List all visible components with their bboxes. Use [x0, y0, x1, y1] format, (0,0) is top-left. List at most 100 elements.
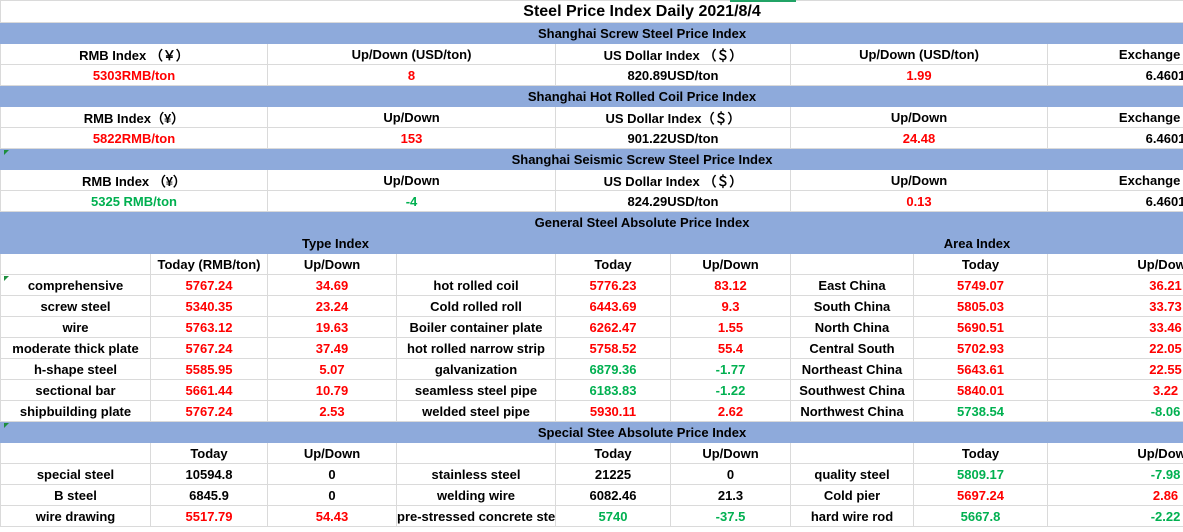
special-section-header[interactable]: Special Stee Absolute Price Index: [0, 421, 1183, 443]
type-name[interactable]: comprehensive: [0, 274, 151, 296]
type-index-label[interactable]: Type Index: [0, 232, 671, 254]
special-today[interactable]: 5667.8: [913, 505, 1048, 527]
type-today[interactable]: 5767.24: [150, 274, 268, 296]
special-today[interactable]: 6082.46: [555, 484, 671, 506]
screw-exchange-value[interactable]: 6.4601: [1046, 64, 1183, 86]
col-today[interactable]: Today: [913, 442, 1048, 464]
product-today[interactable]: 5758.52: [555, 337, 671, 359]
type-today[interactable]: 5767.24: [150, 400, 268, 422]
type-name[interactable]: sectional bar: [0, 379, 151, 401]
area-change[interactable]: 33.46: [1046, 316, 1183, 338]
screw-updown-value[interactable]: 8: [267, 64, 556, 86]
product-change[interactable]: 1.55: [670, 316, 791, 338]
col-updown[interactable]: Up/Down: [1046, 253, 1183, 275]
special-change[interactable]: 54.43: [267, 505, 397, 527]
hrc-rmb-value[interactable]: 5822RMB/ton: [0, 127, 268, 149]
special-today[interactable]: 5809.17: [913, 463, 1048, 485]
area-name[interactable]: South China: [790, 295, 914, 317]
seismic-usd-updown-value[interactable]: 0.13: [790, 190, 1048, 212]
product-name[interactable]: hot rolled narrow strip: [396, 337, 556, 359]
special-today[interactable]: 5517.79: [150, 505, 268, 527]
area-change[interactable]: -8.06: [1046, 400, 1183, 422]
blank-cell[interactable]: [396, 442, 556, 464]
area-name[interactable]: East China: [790, 274, 914, 296]
type-change[interactable]: 2.53: [267, 400, 397, 422]
product-change[interactable]: 83.12: [670, 274, 791, 296]
special-name[interactable]: quality steel: [790, 463, 914, 485]
product-name[interactable]: Boiler container plate: [396, 316, 556, 338]
screw-section-header[interactable]: Shanghai Screw Steel Price Index: [0, 22, 1183, 44]
special-today[interactable]: 10594.8: [150, 463, 268, 485]
hrc-usd-value[interactable]: 901.22USD/ton: [555, 127, 791, 149]
area-name[interactable]: North China: [790, 316, 914, 338]
type-change[interactable]: 23.24: [267, 295, 397, 317]
type-name[interactable]: moderate thick plate: [0, 337, 151, 359]
special-change[interactable]: 21.3: [670, 484, 791, 506]
col-today[interactable]: Today: [150, 442, 268, 464]
type-name[interactable]: wire: [0, 316, 151, 338]
type-today[interactable]: 5340.35: [150, 295, 268, 317]
screw-usd-updown-value[interactable]: 1.99: [790, 64, 1048, 86]
hrc-exchange-value[interactable]: 6.4601: [1046, 127, 1183, 149]
area-today[interactable]: 5840.01: [913, 379, 1048, 401]
area-today[interactable]: 5805.03: [913, 295, 1048, 317]
special-change[interactable]: 0: [267, 484, 397, 506]
area-change[interactable]: 22.55: [1046, 358, 1183, 380]
special-name[interactable]: B steel: [0, 484, 151, 506]
area-today[interactable]: 5738.54: [913, 400, 1048, 422]
special-name[interactable]: welding wire: [396, 484, 556, 506]
seismic-rmb-value[interactable]: 5325 RMB/ton: [0, 190, 268, 212]
screw-rmb-label[interactable]: RMB Index （￥）: [0, 43, 268, 65]
seismic-rmb-label[interactable]: RMB Index （¥）: [0, 169, 268, 191]
seismic-exchange-value[interactable]: 6.4601: [1046, 190, 1183, 212]
col-updown[interactable]: Up/Down: [1046, 442, 1183, 464]
special-change[interactable]: -2.22: [1046, 505, 1183, 527]
col-updown[interactable]: Up/Down: [670, 253, 791, 275]
hrc-rmb-label[interactable]: RMB Index（¥）: [0, 106, 268, 128]
product-name[interactable]: seamless steel pipe: [396, 379, 556, 401]
hrc-usd-updown-label[interactable]: Up/Down: [790, 106, 1048, 128]
area-change[interactable]: 36.21: [1046, 274, 1183, 296]
type-change[interactable]: 10.79: [267, 379, 397, 401]
area-today[interactable]: 5690.51: [913, 316, 1048, 338]
special-change[interactable]: 0: [670, 463, 791, 485]
screw-exchange-label[interactable]: Exchange Rate: [1046, 43, 1183, 65]
screw-updown-label[interactable]: Up/Down (USD/ton): [267, 43, 556, 65]
col-today-rmb[interactable]: Today (RMB/ton): [150, 253, 268, 275]
special-change[interactable]: 0: [267, 463, 397, 485]
special-change[interactable]: 2.86: [1046, 484, 1183, 506]
hrc-updown-label[interactable]: Up/Down: [267, 106, 556, 128]
product-today[interactable]: 6443.69: [555, 295, 671, 317]
product-change[interactable]: 2.62: [670, 400, 791, 422]
col-today[interactable]: Today: [913, 253, 1048, 275]
col-updown[interactable]: Up/Down: [670, 442, 791, 464]
special-name[interactable]: pre-stressed concrete stee: [396, 505, 556, 527]
hrc-usd-updown-value[interactable]: 24.48: [790, 127, 1048, 149]
blank-cell[interactable]: [790, 442, 914, 464]
seismic-exchange-label[interactable]: Exchange Rate: [1046, 169, 1183, 191]
area-name[interactable]: Northeast China: [790, 358, 914, 380]
col-today[interactable]: Today: [555, 442, 671, 464]
hrc-section-header[interactable]: Shanghai Hot Rolled Coil Price Index: [0, 85, 1183, 107]
type-change[interactable]: 19.63: [267, 316, 397, 338]
area-name[interactable]: Southwest China: [790, 379, 914, 401]
seismic-usd-label[interactable]: US Dollar Index （＄）: [555, 169, 791, 191]
blank-cell[interactable]: [0, 442, 151, 464]
product-change[interactable]: 9.3: [670, 295, 791, 317]
general-section-header[interactable]: General Steel Absolute Price Index: [0, 211, 1183, 233]
type-change[interactable]: 34.69: [267, 274, 397, 296]
type-name[interactable]: shipbuilding plate: [0, 400, 151, 422]
screw-usd-value[interactable]: 820.89USD/ton: [555, 64, 791, 86]
blank-cell[interactable]: [790, 253, 914, 275]
product-today[interactable]: 5930.11: [555, 400, 671, 422]
type-today[interactable]: 5661.44: [150, 379, 268, 401]
area-index-label[interactable]: Area Index: [669, 232, 1183, 254]
product-name[interactable]: Cold rolled roll: [396, 295, 556, 317]
special-name[interactable]: wire drawing: [0, 505, 151, 527]
type-today[interactable]: 5767.24: [150, 337, 268, 359]
area-name[interactable]: Central South: [790, 337, 914, 359]
product-today[interactable]: 5776.23: [555, 274, 671, 296]
type-today[interactable]: 5763.12: [150, 316, 268, 338]
col-updown[interactable]: Up/Down: [267, 253, 397, 275]
special-change[interactable]: -37.5: [670, 505, 791, 527]
